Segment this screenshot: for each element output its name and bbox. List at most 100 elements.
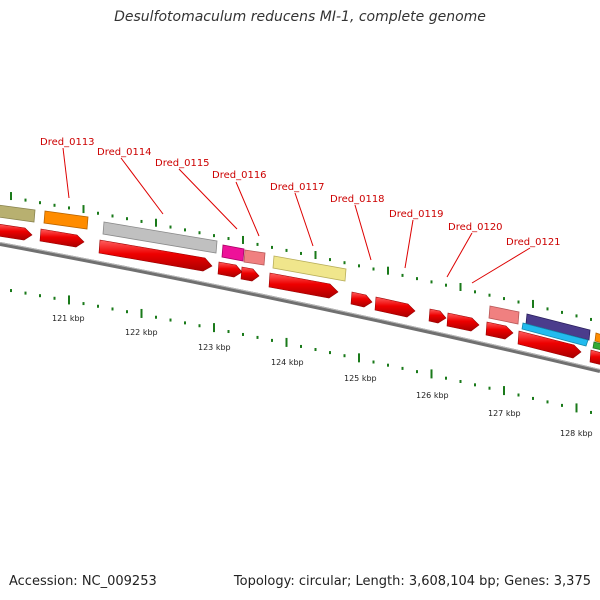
leader-line: [446, 232, 473, 278]
kbp-minor-tick: [24, 291, 27, 295]
kbp-minor-tick: [401, 366, 404, 370]
minor-tick: [271, 245, 273, 249]
major-tick: [387, 266, 389, 275]
kbp-label-123: 123 kbp: [198, 343, 231, 352]
gene-label-dred-0113: Dred_0113: [40, 137, 95, 148]
kbp-major-tick: [68, 295, 70, 305]
kbp-label-122: 122 kbp: [125, 328, 158, 337]
kbp-minor-tick: [184, 321, 186, 325]
minor-tick: [358, 264, 360, 268]
minor-tick: [24, 198, 27, 202]
kbp-tick-row: [10, 289, 592, 414]
kbp-minor-tick: [314, 348, 317, 352]
gene-arrow: [589, 349, 600, 365]
kbp-major-tick: [430, 369, 433, 379]
minor-tick: [111, 214, 114, 218]
gene-arrow-track: [0, 223, 600, 365]
kbp-minor-tick: [532, 396, 534, 400]
minor-tick: [39, 201, 41, 205]
kbp-minor-tick: [97, 304, 99, 308]
kbp-minor-tick: [39, 294, 41, 298]
feature-box-gray: [102, 221, 218, 254]
leader-line: [235, 181, 260, 237]
kbp-label-128: 128 kbp: [560, 429, 593, 438]
gene-label-dred-0114: Dred_0114: [97, 147, 152, 158]
kbp-minor-tick: [329, 351, 331, 355]
minor-tick: [401, 273, 404, 277]
gene-label-dred-0118: Dred_0118: [330, 194, 385, 205]
minor-tick: [329, 258, 331, 262]
feature-box-cyan: [521, 322, 589, 347]
kbp-minor-tick: [242, 332, 244, 336]
leader-line: [471, 247, 531, 284]
kbp-minor-tick: [546, 400, 549, 404]
gene-arrow: [485, 321, 514, 340]
kbp-major-tick: [140, 308, 143, 318]
major-tick: [155, 218, 157, 227]
leader-line: [62, 147, 70, 199]
gene-arrow: [428, 308, 447, 324]
minor-tick: [590, 317, 592, 321]
minor-tick: [198, 231, 201, 235]
kbp-label-127: 127 kbp: [488, 409, 521, 418]
gene-arrow: [240, 266, 260, 282]
feature-box-khaki: [272, 255, 347, 282]
kbp-minor-tick: [517, 393, 520, 397]
feature-track: [0, 204, 600, 350]
minor-tick: [169, 225, 172, 229]
kbp-minor-tick: [416, 370, 418, 374]
minor-tick: [227, 237, 230, 241]
feature-box-navy: [525, 313, 591, 341]
minor-tick: [445, 283, 447, 287]
gene-arrow: [268, 272, 339, 299]
kbp-minor-tick: [445, 376, 447, 380]
kbp-minor-tick: [10, 289, 12, 293]
kbp-minor-tick: [126, 310, 128, 314]
minor-tick: [416, 277, 418, 281]
feature-box-magenta: [221, 244, 245, 262]
minor-tick: [372, 267, 375, 271]
major-tick: [532, 299, 534, 308]
minor-tick: [430, 280, 433, 284]
major-tick: [314, 251, 317, 260]
kbp-minor-tick: [387, 363, 389, 367]
kbp-minor-tick: [256, 335, 259, 339]
leader-line: [404, 219, 414, 269]
kbp-label-121: 121 kbp: [52, 314, 85, 323]
map-title: Desulfotomaculum reducens MI-1, complete…: [114, 9, 486, 25]
gene-label-dred-0116: Dred_0116: [212, 170, 267, 181]
minor-tick: [561, 310, 563, 314]
kbp-minor-tick: [227, 330, 230, 334]
feature-tick-row-upper: [10, 192, 592, 321]
kbp-minor-tick: [474, 383, 476, 387]
kbp-minor-tick: [561, 403, 563, 407]
gene-arrow: [374, 296, 416, 318]
major-tick: [242, 235, 244, 244]
minor-tick: [300, 251, 302, 255]
kbp-major-tick: [285, 337, 288, 347]
feature-box-orange-2: [594, 332, 600, 343]
kbp-label-126: 126 kbp: [416, 391, 449, 400]
minor-tick: [488, 293, 491, 297]
gene-labels: Dred_0113 Dred_0114 Dred_0115 Dred_0116 …: [40, 137, 561, 248]
gene-arrow: [350, 291, 373, 308]
leader-line: [354, 204, 372, 261]
gene-label-dred-0117: Dred_0117: [270, 182, 325, 193]
leader-line: [294, 192, 314, 247]
feature-box-orange: [43, 210, 89, 230]
gene-label-dred-0115: Dred_0115: [155, 158, 210, 169]
minor-tick: [285, 248, 288, 252]
minor-tick: [126, 217, 128, 221]
kbp-minor-tick: [271, 338, 273, 342]
leader-line: [120, 157, 164, 215]
kbp-major-tick: [358, 353, 360, 363]
kbp-major-tick: [503, 386, 505, 396]
minor-tick: [575, 314, 578, 318]
gene-label-dred-0121: Dred_0121: [506, 237, 561, 248]
minor-tick: [68, 206, 70, 210]
kbp-minor-tick: [82, 302, 85, 306]
kbp-minor-tick: [488, 386, 491, 390]
genome-backbone: [0, 242, 600, 373]
minor-tick: [343, 261, 346, 265]
